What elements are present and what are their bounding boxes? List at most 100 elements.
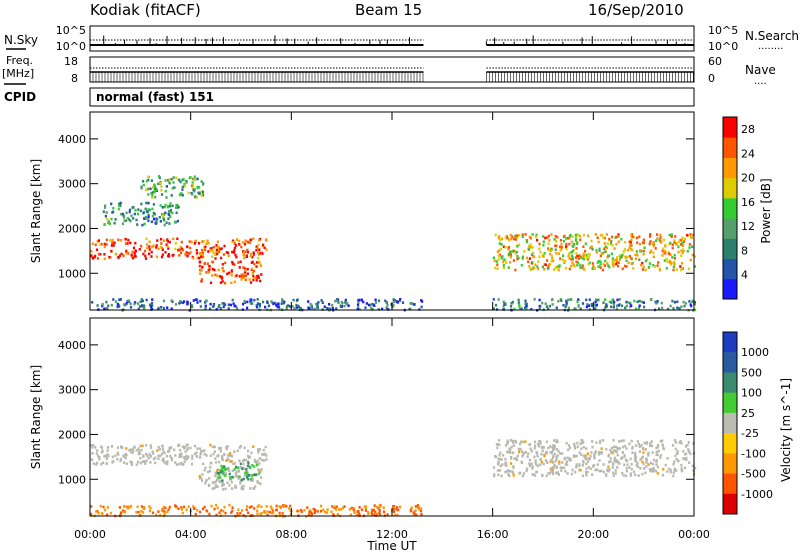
velocity-data	[90, 439, 697, 518]
velocity-cell	[205, 478, 208, 482]
power-cell	[140, 186, 143, 190]
power-cell	[547, 247, 550, 250]
power-cell	[585, 298, 588, 302]
power-cell	[565, 302, 568, 306]
velocity-cell	[650, 470, 653, 473]
velocity-cell	[515, 456, 518, 460]
velocity-cell	[95, 463, 98, 466]
power-cell	[256, 247, 259, 250]
velocity-cell	[399, 505, 402, 509]
velocity-cell	[593, 456, 596, 460]
velocity-cbar-tick: 100	[741, 387, 762, 400]
velocity-cell	[90, 505, 93, 508]
power-cell	[217, 268, 220, 272]
power-cell	[579, 307, 582, 310]
power-cell	[689, 303, 692, 306]
power-cell	[191, 183, 195, 186]
velocity-cell	[633, 457, 636, 461]
velocity-cell	[520, 460, 523, 464]
velocity-cell	[644, 471, 647, 475]
velocity-cell	[355, 513, 359, 517]
power-cell	[152, 185, 155, 189]
power-cell	[331, 304, 334, 307]
power-cell	[585, 305, 588, 309]
power-cell	[587, 262, 590, 266]
power-cell	[151, 307, 154, 311]
power-cell	[157, 307, 160, 311]
velocity-cbar-tick: -500	[741, 468, 766, 481]
velocity-cell	[323, 510, 327, 514]
power-cell	[638, 299, 641, 303]
power-cell	[216, 240, 219, 244]
power-cell	[576, 263, 579, 267]
power-cell	[625, 304, 628, 308]
power-cell	[683, 304, 686, 308]
power-cell	[252, 253, 255, 256]
velocity-cell	[103, 455, 106, 458]
velocity-cell	[212, 481, 216, 485]
power-cell	[219, 275, 222, 278]
power-cell	[108, 255, 111, 259]
y-tick-label: 4000	[58, 339, 86, 352]
velocity-cell	[550, 451, 553, 454]
power-cell	[159, 245, 163, 249]
velocity-cell	[555, 465, 559, 469]
power-cell	[570, 264, 573, 268]
velocity-cell	[651, 462, 654, 466]
velocity-cell	[383, 510, 386, 514]
velocity-cell	[170, 458, 174, 462]
power-cell	[675, 268, 678, 271]
power-cell	[105, 211, 108, 214]
velocity-cell	[674, 447, 677, 451]
velocity-cell	[254, 473, 257, 477]
velocity-cell	[143, 460, 146, 463]
velocity-cell	[568, 446, 572, 450]
power-cell	[119, 201, 122, 205]
velocity-cell	[498, 457, 501, 461]
velocity-cell	[540, 453, 543, 456]
velocity-cell	[636, 440, 639, 443]
velocity-cell	[307, 513, 311, 517]
power-cell	[152, 244, 155, 247]
power-cbar-tick: 24	[741, 147, 755, 160]
velocity-cell	[91, 458, 94, 461]
power-cell	[95, 248, 99, 252]
velocity-cbar-label: Velocity [m s^-1]	[779, 378, 793, 482]
power-cell	[310, 304, 313, 308]
power-cell	[550, 247, 553, 251]
power-cell	[544, 236, 547, 240]
velocity-cell	[253, 458, 256, 462]
velocity-cell	[662, 446, 665, 450]
velocity-cell	[231, 506, 234, 509]
power-cbar-swatch	[723, 218, 737, 239]
velocity-cell	[164, 506, 167, 510]
velocity-cell	[177, 444, 180, 447]
velocity-cell	[312, 507, 315, 511]
power-cell	[671, 243, 674, 246]
velocity-cell	[162, 505, 165, 509]
velocity-cell	[303, 508, 306, 512]
velocity-cell	[330, 510, 333, 514]
power-cell	[585, 253, 588, 257]
power-cell	[219, 281, 222, 284]
power-cell	[129, 219, 132, 223]
power-cell	[91, 242, 94, 245]
velocity-cell	[125, 447, 128, 450]
power-cell	[214, 251, 217, 255]
velocity-cell	[198, 510, 202, 514]
power-cell	[611, 257, 614, 260]
power-cell	[155, 217, 158, 221]
power-cell	[619, 256, 622, 259]
power-cell	[256, 302, 260, 305]
power-cell	[239, 260, 242, 264]
velocity-cell	[624, 458, 627, 462]
power-cell	[644, 259, 647, 263]
power-cell	[630, 257, 633, 260]
velocity-cell	[230, 460, 233, 463]
velocity-cell	[420, 513, 423, 516]
power-cell	[693, 255, 696, 258]
velocity-cell	[149, 446, 153, 449]
velocity-cell	[493, 474, 496, 478]
velocity-cell	[575, 463, 578, 466]
power-cell	[93, 255, 96, 259]
